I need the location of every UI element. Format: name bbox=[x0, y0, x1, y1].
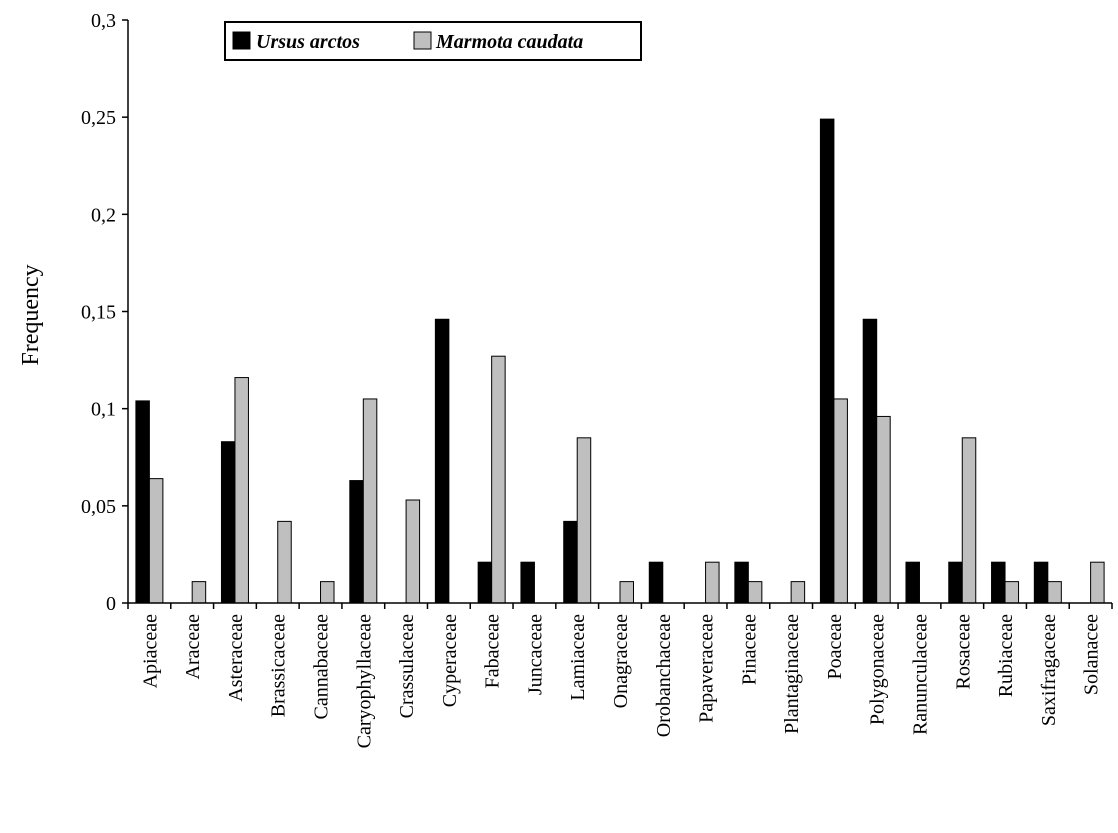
bar-marmota-caudata-papaveraceae bbox=[705, 561, 720, 604]
legend-label-marmota-caudata: Marmota caudata bbox=[435, 31, 583, 53]
bar-marmota-caudata-rosaceae bbox=[961, 437, 977, 604]
x-tick-label-lamiaceae: Lamiaceae bbox=[567, 614, 589, 701]
y-tick-label: 0,3 bbox=[91, 10, 116, 32]
bar-ursus-arctos-cyperaceae bbox=[434, 318, 450, 604]
bar-marmota-caudata-asteraceae bbox=[234, 377, 249, 604]
bar-ursus-arctos-apiaceae bbox=[135, 400, 150, 604]
bar-marmota-caudata-cannabaceae bbox=[320, 581, 335, 604]
bar-marmota-caudata-poaceae bbox=[833, 398, 848, 604]
bar-ursus-arctos-rubiaceae bbox=[991, 561, 1006, 604]
x-tick-label-asteraceae: Asteraceae bbox=[225, 614, 247, 702]
x-tick-label-cannabaceae: Cannabaceae bbox=[311, 614, 333, 720]
bar-marmota-caudata-araceae bbox=[191, 581, 207, 604]
x-axis-ticks: Apiaceae Araceae Asteraceae Brassicaceae Can… bbox=[127, 603, 1113, 748]
y-tick-label: 0,25 bbox=[81, 107, 116, 129]
bar-marmota-caudata-brassicaceae bbox=[277, 520, 292, 604]
bar-ursus-arctos-lamiaceae bbox=[563, 520, 578, 604]
x-tick-label-solanacee: Solanacee bbox=[1081, 614, 1103, 695]
legend-swatch-marmota-caudata bbox=[413, 31, 432, 50]
y-tick-label: 0,1 bbox=[91, 399, 116, 421]
x-tick-label-polygonaceae: Polygonaceae bbox=[867, 614, 889, 725]
bar-marmota-caudata-apiaceae bbox=[148, 478, 164, 604]
bar-ursus-arctos-poaceae bbox=[819, 118, 835, 604]
bars-group bbox=[135, 118, 1105, 604]
bar-ursus-arctos-fabaceae bbox=[477, 561, 493, 604]
y-tick-label: 0 bbox=[106, 593, 116, 615]
bar-marmota-caudata-rubiaceae bbox=[1004, 581, 1020, 604]
bar-ursus-arctos-polygonaceae bbox=[862, 318, 878, 604]
bar-marmota-caudata-plantaginaceae bbox=[790, 581, 806, 604]
bar-marmota-caudata-solanacee bbox=[1090, 561, 1105, 604]
x-tick-label-plantaginaceae: Plantaginaceae bbox=[781, 614, 803, 734]
bar-ursus-arctos-orobanchaceae bbox=[648, 561, 664, 604]
x-tick-label-orobanchaceae: Orobanchaceae bbox=[653, 614, 675, 737]
x-tick-label-crassulaceae: Crassulaceae bbox=[396, 614, 418, 719]
x-tick-label-fabaceae: Fabaceae bbox=[482, 614, 504, 689]
legend-label-ursus-arctos: Ursus arctos bbox=[256, 31, 360, 53]
x-tick-label-pinaceae: Pinaceae bbox=[738, 614, 760, 685]
bar-ursus-arctos-pinaceae bbox=[734, 561, 749, 604]
x-tick-label-araceae: Araceae bbox=[182, 614, 204, 680]
y-tick-label: 0,2 bbox=[91, 204, 116, 226]
x-tick-label-ranunculaceae: Ranunculaceae bbox=[909, 614, 931, 735]
bar-marmota-caudata-lamiaceae bbox=[576, 437, 592, 604]
bar-ursus-arctos-saxifragaceae bbox=[1033, 561, 1049, 604]
legend-box bbox=[224, 21, 642, 61]
bar-marmota-caudata-polygonaceae bbox=[876, 415, 891, 604]
x-tick-label-poaceae: Poaceae bbox=[824, 614, 846, 680]
bar-marmota-caudata-saxifragaceae bbox=[1047, 581, 1062, 604]
y-tick-label: 0,05 bbox=[81, 496, 116, 518]
bar-marmota-caudata-crassulaceae bbox=[405, 499, 421, 604]
x-tick-label-rosaceae: Rosaceae bbox=[952, 614, 974, 690]
bar-ursus-arctos-asteraceae bbox=[220, 441, 236, 604]
x-tick-label-juncaceae: Juncaceae bbox=[524, 614, 546, 695]
x-tick-label-apiaceae: Apiaceae bbox=[139, 614, 161, 689]
x-tick-label-brassicaceae: Brassicaceae bbox=[268, 614, 290, 717]
y-tick-label: 0,15 bbox=[81, 302, 116, 324]
x-tick-label-rubiaceae: Rubiaceae bbox=[995, 614, 1017, 697]
bar-ursus-arctos-rosaceae bbox=[948, 561, 963, 604]
x-tick-label-saxifragaceae: Saxifragaceae bbox=[1038, 614, 1060, 726]
bar-ursus-arctos-juncaceae bbox=[520, 561, 535, 604]
bar-marmota-caudata-pinaceae bbox=[747, 581, 763, 604]
x-tick-label-caryophyllaceae: Caryophyllaceae bbox=[353, 614, 375, 748]
x-tick-label-cyperaceae: Cyperaceae bbox=[439, 614, 461, 707]
y-axis-ticks: 0 0,05 0,1 0,15 0,2 0,25 0,3 bbox=[81, 10, 128, 615]
bar-ursus-arctos-ranunculaceae bbox=[905, 561, 920, 604]
bar-marmota-caudata-fabaceae bbox=[491, 355, 506, 604]
bar-marmota-caudata-caryophyllaceae bbox=[362, 398, 378, 604]
y-axis-title: Frequency bbox=[18, 264, 44, 365]
x-tick-label-papaveraceae: Papaveraceae bbox=[696, 614, 718, 723]
bar-ursus-arctos-caryophyllaceae bbox=[349, 480, 364, 604]
legend: Ursus arctos Marmota caudata bbox=[224, 21, 642, 61]
legend-swatch-ursus-arctos bbox=[232, 31, 251, 50]
bar-marmota-caudata-onagraceae bbox=[619, 581, 634, 604]
x-tick-label-onagraceae: Onagraceae bbox=[610, 614, 632, 708]
